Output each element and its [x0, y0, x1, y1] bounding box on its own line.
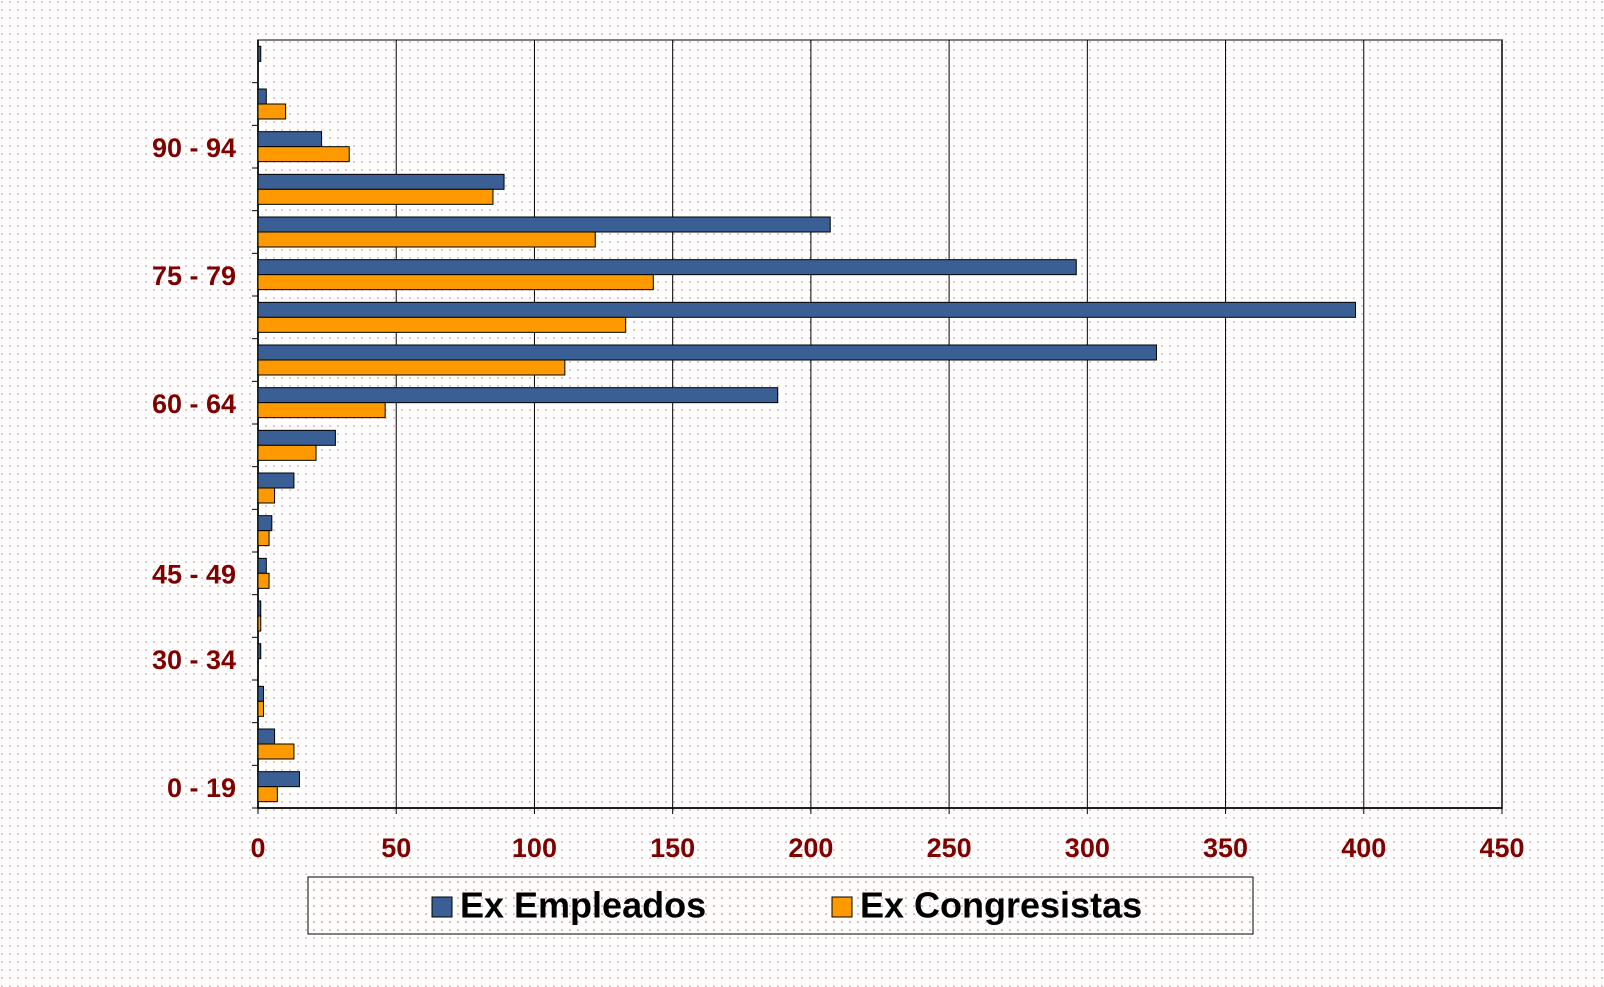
bar	[257, 88, 267, 105]
y-tick-label: 75 - 79	[152, 261, 236, 291]
y-tick-label: 30 - 34	[152, 645, 236, 675]
x-tick-label: 300	[1065, 833, 1110, 863]
legend-label: Ex Congresistas	[860, 885, 1142, 926]
bar	[257, 103, 287, 120]
x-tick-label: 250	[927, 833, 972, 863]
bar	[257, 700, 265, 717]
y-tick-label: 45 - 49	[152, 559, 236, 589]
x-tick-label: 0	[250, 833, 265, 863]
bar	[257, 487, 276, 504]
bar	[257, 444, 317, 461]
legend-label: Ex Empleados	[460, 885, 706, 926]
x-tick-label: 150	[650, 833, 695, 863]
bar	[257, 572, 270, 589]
legend-swatch	[831, 896, 853, 918]
bar	[257, 771, 300, 788]
bar	[257, 685, 265, 702]
bar	[257, 259, 1077, 276]
bar	[257, 643, 262, 660]
legend-swatch	[431, 896, 453, 918]
bar	[257, 274, 654, 291]
bar	[257, 743, 295, 760]
y-tick-label: 60 - 64	[152, 389, 236, 419]
bar	[257, 146, 350, 163]
y-tick-label: 90 - 94	[152, 133, 236, 163]
bar	[257, 359, 566, 376]
x-tick-label: 50	[381, 833, 411, 863]
bar	[257, 728, 276, 745]
bar	[257, 786, 278, 803]
x-tick-label: 100	[512, 833, 557, 863]
x-tick-label: 450	[1479, 833, 1524, 863]
bar	[257, 387, 779, 404]
x-tick-label: 200	[788, 833, 833, 863]
bar	[257, 429, 336, 446]
bar	[257, 557, 267, 574]
bar	[257, 615, 262, 632]
bar	[257, 402, 386, 419]
bar	[257, 131, 323, 148]
bar	[257, 45, 262, 62]
bar	[257, 600, 262, 617]
bar	[257, 231, 596, 248]
bar	[257, 530, 270, 547]
bar	[257, 188, 494, 205]
bar	[257, 301, 1356, 318]
y-tick-label: 0 - 19	[167, 773, 236, 803]
bar	[257, 472, 295, 489]
bar	[257, 515, 273, 532]
x-tick-label: 400	[1341, 833, 1386, 863]
x-tick-label: 350	[1203, 833, 1248, 863]
bar	[257, 344, 1157, 361]
bar	[257, 216, 831, 233]
bar	[257, 316, 627, 333]
legend-box	[307, 876, 1254, 935]
bar	[257, 173, 505, 190]
